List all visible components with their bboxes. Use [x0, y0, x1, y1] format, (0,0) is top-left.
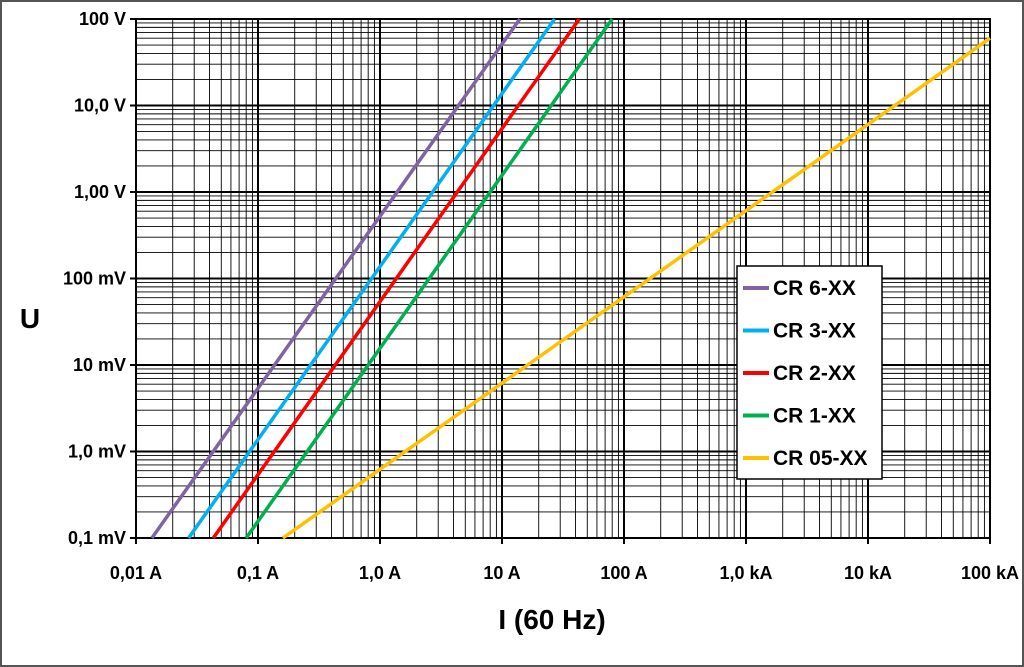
x-tick-label: 0,1 A	[237, 563, 279, 583]
x-tick-label: 1,0 A	[359, 563, 401, 583]
x-tick-label: 10 kA	[844, 563, 892, 583]
y-tick-label: 10 mV	[73, 355, 126, 375]
y-tick-label: 100 V	[79, 9, 126, 29]
y-axis-label: U	[20, 303, 40, 334]
plot-border	[135, 18, 991, 539]
legend-label: CR 2-XX	[773, 362, 856, 385]
y-tick-labels: 0,1 mV 1,0 mV 10 mV 100 mV 1,00 V 10,0 V 100 V	[63, 9, 126, 548]
series-line-4	[281, 36, 992, 540]
y-tick-label: 100 mV	[63, 269, 126, 289]
legend: CR 6-XX CR 3-XX CR 2-XX CR 1-XX CR 05-XX	[736, 265, 883, 480]
y-tick-label: 1,00 V	[74, 182, 126, 202]
y-tick-label: 1,0 mV	[68, 442, 126, 462]
y-tick-label: 0,1 mV	[68, 528, 126, 548]
x-tick-label: 100 A	[600, 563, 647, 583]
legend-label: CR 6-XX	[773, 277, 856, 300]
series-line-1	[187, 17, 557, 540]
series-line-0	[150, 17, 522, 540]
series-layer	[150, 17, 992, 540]
x-tick-label: 0,01 A	[110, 563, 162, 583]
x-axis-label: I (60 Hz)	[498, 604, 605, 635]
y-tick-label: 10,0 V	[74, 96, 126, 116]
legend-label: CR 3-XX	[773, 320, 856, 343]
legend-label: CR 05-XX	[773, 447, 868, 470]
x-tick-label: 1,0 kA	[719, 563, 772, 583]
x-tick-label: 100 kA	[961, 563, 1019, 583]
x-tick-label: 10 A	[483, 563, 520, 583]
series-line-3	[244, 17, 614, 540]
x-tick-labels: 0,01 A 0,1 A 1,0 A 10 A 100 A 1,0 kA 10 kA 100 …	[110, 563, 1019, 583]
legend-label: CR 1-XX	[773, 405, 856, 428]
series-line-2	[211, 17, 581, 540]
